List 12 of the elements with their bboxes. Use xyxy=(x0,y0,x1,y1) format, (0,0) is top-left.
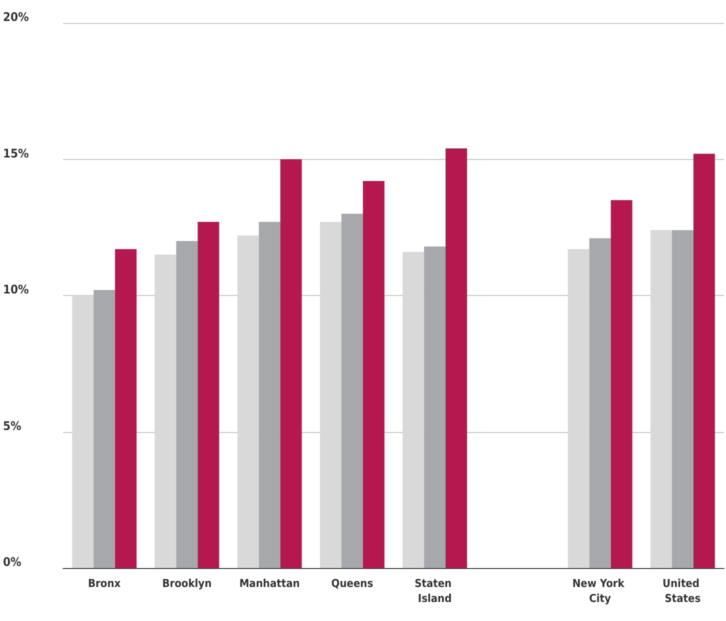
x-tick-label: Staten Island xyxy=(414,577,456,605)
x-tick-label: Bronx xyxy=(88,577,122,590)
x-tick-label: United States xyxy=(662,577,703,605)
y-tick-label: 0% xyxy=(3,555,22,569)
y-tick-label: 10% xyxy=(3,282,30,296)
x-tick-label: New York City xyxy=(572,577,628,605)
y-tick-label: 15% xyxy=(3,146,30,160)
x-tick-label: Brooklyn xyxy=(162,577,212,590)
y-tick-label: 5% xyxy=(3,418,22,433)
x-tick-label: Manhattan xyxy=(239,577,300,590)
x-tick-label: Queens xyxy=(331,577,374,590)
y-tick-label: 20% xyxy=(3,10,30,24)
